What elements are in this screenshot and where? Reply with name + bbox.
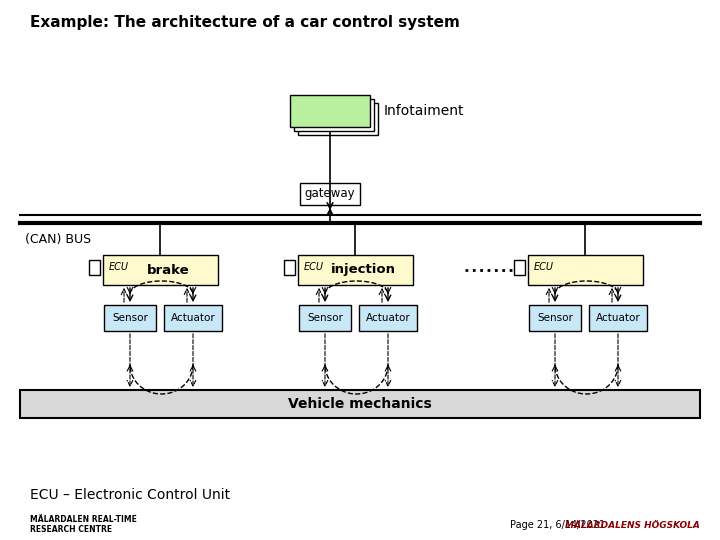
Text: ECU: ECU <box>304 262 324 272</box>
FancyBboxPatch shape <box>528 255 643 285</box>
FancyBboxPatch shape <box>104 305 156 331</box>
Text: Vehicle mechanics: Vehicle mechanics <box>288 397 432 411</box>
Text: Page 21, 6/14/2021: Page 21, 6/14/2021 <box>510 520 605 530</box>
Text: Actuator: Actuator <box>171 313 215 323</box>
FancyBboxPatch shape <box>164 305 222 331</box>
Text: Actuator: Actuator <box>366 313 410 323</box>
FancyBboxPatch shape <box>514 260 525 275</box>
Text: ECU: ECU <box>109 262 129 272</box>
FancyBboxPatch shape <box>290 95 370 127</box>
Text: Example: The architecture of a car control system: Example: The architecture of a car contr… <box>30 15 460 30</box>
Text: MÄLARDALENS HÖGSKOLA: MÄLARDALENS HÖGSKOLA <box>565 521 700 530</box>
Text: Sensor: Sensor <box>537 313 573 323</box>
Text: RESEARCH CENTRE: RESEARCH CENTRE <box>30 525 112 535</box>
Text: brake: brake <box>147 264 189 276</box>
Text: Actuator: Actuator <box>595 313 640 323</box>
FancyBboxPatch shape <box>20 390 700 418</box>
Text: gateway: gateway <box>305 187 355 200</box>
Text: Sensor: Sensor <box>307 313 343 323</box>
FancyBboxPatch shape <box>359 305 417 331</box>
FancyBboxPatch shape <box>298 103 378 135</box>
Text: ECU – Electronic Control Unit: ECU – Electronic Control Unit <box>30 488 230 502</box>
FancyBboxPatch shape <box>589 305 647 331</box>
Text: (CAN) BUS: (CAN) BUS <box>25 233 91 246</box>
FancyBboxPatch shape <box>529 305 581 331</box>
FancyBboxPatch shape <box>298 255 413 285</box>
FancyBboxPatch shape <box>284 260 295 275</box>
FancyBboxPatch shape <box>294 99 374 131</box>
Text: Infotaiment: Infotaiment <box>384 104 464 118</box>
Text: MÄLARDALEN REAL-TIME: MÄLARDALEN REAL-TIME <box>30 516 137 524</box>
Text: Sensor: Sensor <box>112 313 148 323</box>
FancyBboxPatch shape <box>89 260 100 275</box>
FancyBboxPatch shape <box>103 255 218 285</box>
FancyBboxPatch shape <box>300 183 360 205</box>
Text: ECU: ECU <box>534 262 554 272</box>
Text: injection: injection <box>330 264 395 276</box>
FancyBboxPatch shape <box>299 305 351 331</box>
